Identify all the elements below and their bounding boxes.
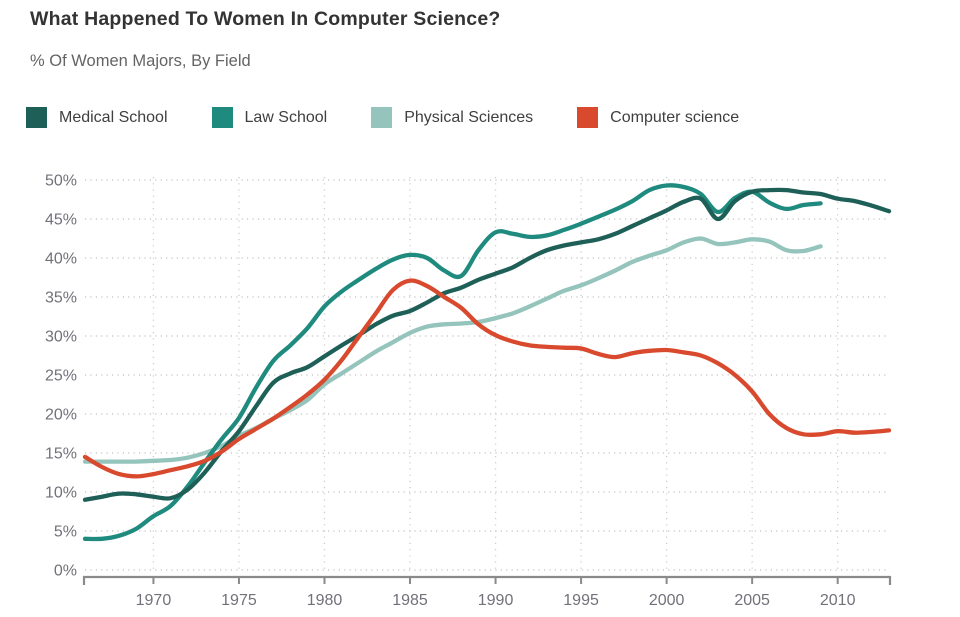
chart-subtitle: % Of Women Majors, By Field [30,52,251,70]
legend-swatch-medical-school [26,107,47,128]
line-computer-science [82,278,892,479]
x-axis-label-2005: 2005 [734,592,770,609]
x-axis-label-1985: 1985 [392,592,428,609]
y-axis-label-50: 50% [45,173,77,190]
y-axis-label-20: 20% [45,407,77,424]
legend-label-physical-sciences: Physical Sciences [404,108,534,126]
x-axis-label-2000: 2000 [649,592,685,609]
y-axis-label-0: 0% [54,563,77,580]
chart-title: What Happened To Women In Computer Scien… [30,8,501,30]
y-axis-label-30: 30% [45,329,77,346]
x-axis-label-1990: 1990 [478,592,514,609]
y-axis-label-5: 5% [54,524,77,541]
legend-item-physical-sciences: Physical Sciences [371,107,533,128]
line-law-school [82,183,823,542]
x-axis-label-2010: 2010 [820,592,856,609]
x-axis-label-1980: 1980 [307,592,343,609]
legend-item-medical-school: Medical School [26,107,168,128]
y-axis-label-15: 15% [45,446,77,463]
y-axis-label-35: 35% [45,290,77,307]
y-axis-label-10: 10% [45,485,77,502]
x-axis-label-1995: 1995 [563,592,599,609]
y-axis-label-25: 25% [45,368,77,385]
legend-swatch-physical-sciences [371,107,393,128]
legend: Medical School Law School Physical Science… [26,107,739,128]
legend-label-law-school: Law School [244,108,328,126]
legend-item-law-school: Law School [211,107,328,128]
legend-swatch-computer-science [577,107,599,128]
y-axis-label-45: 45% [45,212,77,229]
legend-swatch-law-school [211,107,233,128]
legend-label-medical-school: Medical School [59,108,168,126]
x-axis-label-1970: 1970 [136,592,172,609]
legend-item-computer-science: Computer science [577,107,739,128]
legend-label-computer-science: Computer science [610,108,740,126]
x-axis-label-1975: 1975 [221,592,257,609]
y-axis-label-40: 40% [45,251,77,268]
line-physical-sciences [82,236,823,464]
